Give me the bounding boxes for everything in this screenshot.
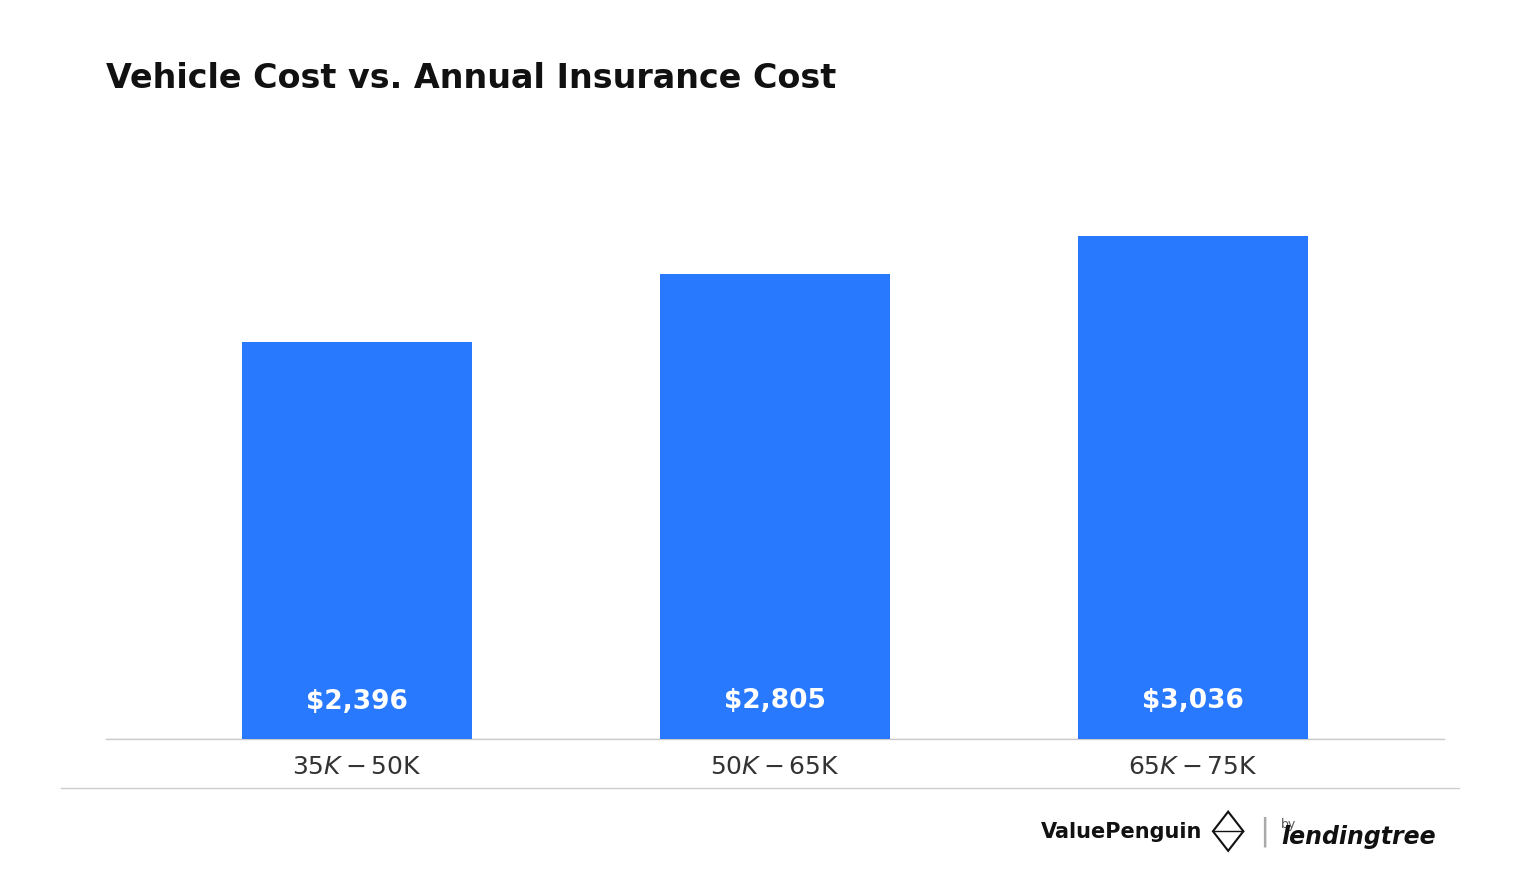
Bar bbox=[242, 342, 473, 739]
Text: $3,036: $3,036 bbox=[1142, 688, 1245, 714]
Bar bbox=[1078, 236, 1309, 739]
Text: by: by bbox=[1281, 818, 1297, 830]
Text: $2,805: $2,805 bbox=[724, 688, 827, 714]
Text: lendingtree: lendingtree bbox=[1281, 826, 1436, 849]
Text: Vehicle Cost vs. Annual Insurance Cost: Vehicle Cost vs. Annual Insurance Cost bbox=[106, 62, 836, 95]
Bar bbox=[660, 274, 891, 739]
Text: $2,396: $2,396 bbox=[306, 689, 409, 715]
Text: ValuePenguin: ValuePenguin bbox=[1041, 822, 1202, 842]
Text: |: | bbox=[1260, 816, 1269, 846]
